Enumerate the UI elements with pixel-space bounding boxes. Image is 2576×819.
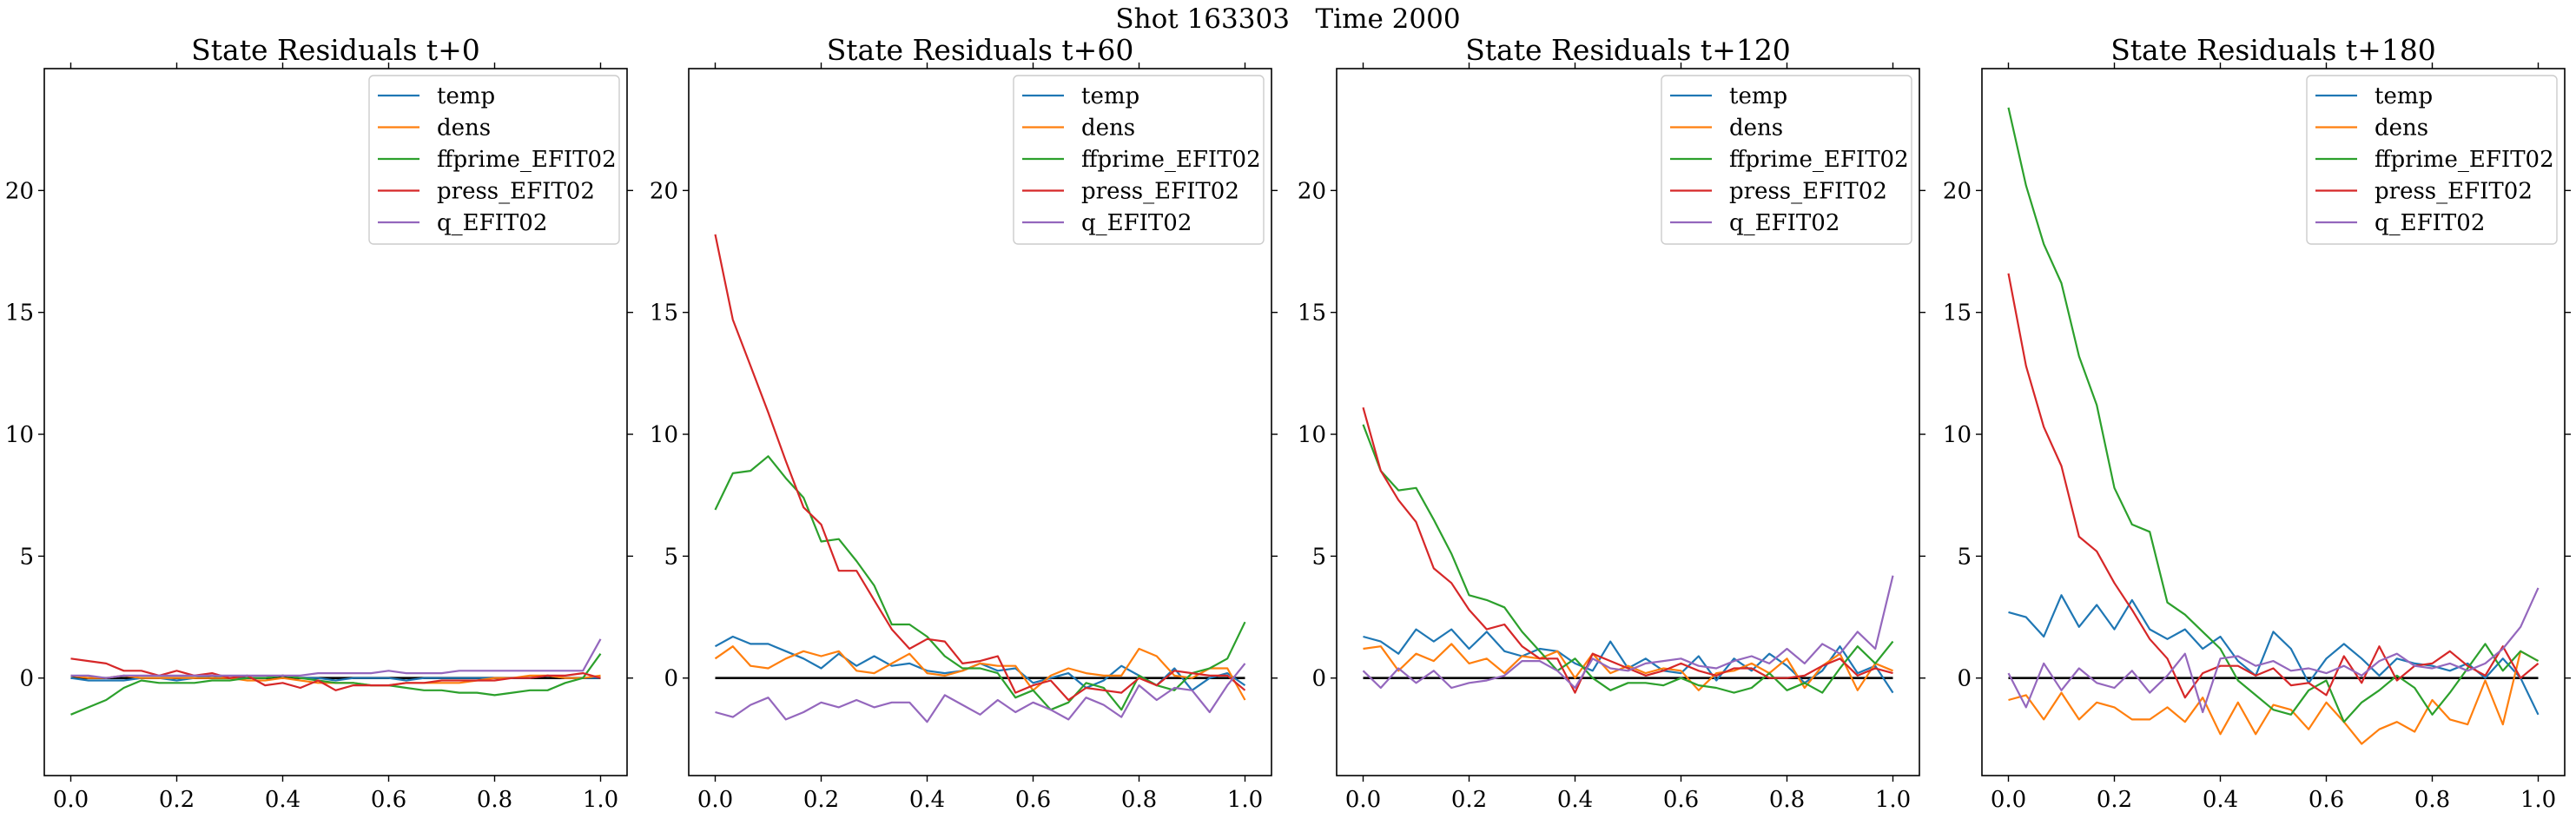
legend-label: q_EFIT02 bbox=[1729, 210, 1840, 236]
series-line-dens bbox=[2008, 650, 2540, 745]
x-tick-label: 0.4 bbox=[1557, 787, 1593, 813]
series-line-press-efit02 bbox=[2007, 273, 2540, 699]
x-tick-label: 1.0 bbox=[1875, 787, 1911, 813]
panel-2: State Residuals t+60 0.0 0.2 0.4 0.6 0.8 1.0 0 5… bbox=[650, 33, 1278, 813]
series-line-q-efit02 bbox=[1362, 575, 1894, 690]
panel-1: State Residuals t+0 0.0 0.2 0.4 0.6 0.8 1.0 0 5 1… bbox=[5, 33, 633, 813]
panel-title: State Residuals t+180 bbox=[2110, 33, 2436, 67]
legend-label: dens bbox=[437, 116, 491, 142]
y-tick-label: 15 bbox=[5, 301, 34, 327]
legend-label: press_EFIT02 bbox=[1729, 179, 1887, 205]
legend-box bbox=[2306, 75, 2558, 245]
series-line-q-efit02 bbox=[70, 638, 602, 679]
legend-label: temp bbox=[1729, 83, 1787, 109]
y-tick-label: 0 bbox=[1311, 666, 1326, 692]
x-tick-label: 0.8 bbox=[2414, 787, 2450, 813]
x-tick-label: 1.0 bbox=[2520, 787, 2556, 813]
series-line-press-efit02 bbox=[1362, 406, 1893, 694]
x-tick-label: 0.6 bbox=[371, 787, 406, 813]
legend-label: dens bbox=[1081, 116, 1135, 142]
y-tick-label: 5 bbox=[664, 544, 678, 570]
x-tick-label: 0.2 bbox=[1451, 787, 1487, 813]
series-line-dens bbox=[714, 645, 1246, 701]
x-tick-label: 0.0 bbox=[1345, 787, 1381, 813]
x-tick-label: 0.6 bbox=[1663, 787, 1699, 813]
legend-label: press_EFIT02 bbox=[1081, 179, 1239, 205]
legend-label: press_EFIT02 bbox=[2375, 179, 2533, 205]
x-tick-label: 0.4 bbox=[2203, 787, 2238, 813]
x-tick-label: 0.6 bbox=[2308, 787, 2344, 813]
y-tick-label: 0 bbox=[1957, 666, 1972, 692]
x-tick-label: 0.2 bbox=[159, 787, 195, 813]
panel-3: State Residuals t+120 0.0 0.2 0.4 0.6 0.8 1.0 0… bbox=[1298, 33, 1925, 813]
y-tick-label: 10 bbox=[650, 422, 678, 448]
legend-label: q_EFIT02 bbox=[437, 210, 547, 236]
legend-label: dens bbox=[2375, 116, 2428, 142]
legend: temp dens ffprime_EFIT02 press_EFIT02 q_EFIT… bbox=[368, 75, 620, 245]
series-line-q-efit02 bbox=[2007, 587, 2540, 714]
legend: temp dens ffprime_EFIT02 press_EFIT02 q_EFIT… bbox=[1013, 75, 1265, 245]
legend-label: ffprime_EFIT02 bbox=[1081, 147, 1261, 173]
x-tick-label: 0.4 bbox=[265, 787, 301, 813]
y-tick-label: 0 bbox=[19, 666, 34, 692]
panel-4: State Residuals t+180 0.0 0.2 0.4 0.6 0.8 1.0 0… bbox=[1943, 33, 2571, 813]
legend-box bbox=[368, 75, 620, 245]
x-tick-label: 1.0 bbox=[1227, 787, 1263, 813]
x-tick-label: 0.8 bbox=[1769, 787, 1805, 813]
x-tick-label: 0.2 bbox=[803, 787, 839, 813]
x-tick-label: 0.2 bbox=[2097, 787, 2132, 813]
panel-title: State Residuals t+60 bbox=[827, 33, 1134, 67]
series-line-ffprime-efit02 bbox=[70, 653, 602, 716]
legend-box bbox=[1661, 75, 1912, 245]
legend-label: q_EFIT02 bbox=[2375, 210, 2485, 236]
series-line-q-efit02 bbox=[715, 663, 1246, 723]
series-line-dens bbox=[1363, 643, 1893, 691]
legend-label: ffprime_EFIT02 bbox=[2375, 147, 2554, 173]
y-tick-label: 20 bbox=[1298, 178, 1326, 204]
x-tick-label: 0.0 bbox=[53, 787, 89, 813]
legend-label: dens bbox=[1729, 116, 1783, 142]
series-line-temp bbox=[2008, 594, 2540, 716]
series-line-ffprime-efit02 bbox=[1362, 424, 1894, 694]
y-tick-label: 15 bbox=[1943, 301, 1972, 327]
x-tick-label: 0.8 bbox=[477, 787, 512, 813]
legend-label: temp bbox=[1081, 83, 1139, 109]
y-tick-label: 15 bbox=[1298, 301, 1326, 327]
x-tick-label: 0.8 bbox=[1121, 787, 1157, 813]
y-tick-label: 20 bbox=[5, 178, 34, 204]
figure-suptitle: Shot 163303 Time 2000 bbox=[1115, 3, 1460, 35]
series-line-press-efit02 bbox=[714, 234, 1246, 702]
legend: temp dens ffprime_EFIT02 press_EFIT02 q_EFIT… bbox=[1661, 75, 1912, 245]
legend-label: temp bbox=[2375, 83, 2433, 109]
y-tick-label: 5 bbox=[19, 544, 34, 570]
y-tick-label: 5 bbox=[1311, 544, 1326, 570]
x-tick-label: 0.0 bbox=[697, 787, 733, 813]
legend: temp dens ffprime_EFIT02 press_EFIT02 q_EFIT… bbox=[2306, 75, 2558, 245]
legend-label: temp bbox=[437, 83, 495, 109]
legend-label: q_EFIT02 bbox=[1081, 210, 1192, 236]
x-tick-label: 0.4 bbox=[909, 787, 945, 813]
y-tick-label: 10 bbox=[1943, 422, 1972, 448]
y-tick-label: 20 bbox=[650, 178, 678, 204]
series-line-ffprime-efit02 bbox=[2007, 107, 2540, 723]
y-tick-label: 10 bbox=[1298, 422, 1326, 448]
y-tick-label: 10 bbox=[5, 422, 34, 448]
legend-label: ffprime_EFIT02 bbox=[437, 147, 617, 173]
x-tick-label: 1.0 bbox=[583, 787, 618, 813]
legend-box bbox=[1013, 75, 1265, 245]
y-tick-label: 5 bbox=[1957, 544, 1972, 570]
panel-title: State Residuals t+120 bbox=[1465, 33, 1791, 67]
y-tick-label: 15 bbox=[650, 301, 678, 327]
legend-label: ffprime_EFIT02 bbox=[1729, 147, 1909, 173]
legend-label: press_EFIT02 bbox=[437, 179, 595, 205]
x-tick-label: 0.0 bbox=[1991, 787, 2026, 813]
panel-title: State Residuals t+0 bbox=[191, 33, 480, 67]
y-tick-label: 0 bbox=[664, 666, 678, 692]
y-tick-label: 20 bbox=[1943, 178, 1972, 204]
x-tick-label: 0.6 bbox=[1015, 787, 1051, 813]
